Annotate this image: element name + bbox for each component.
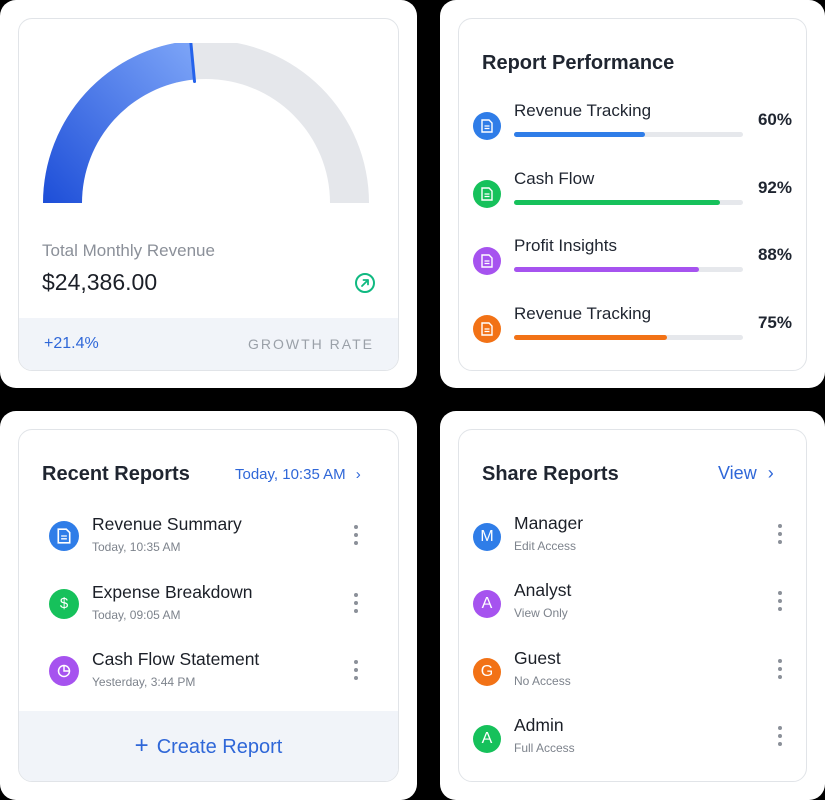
share-reports-card: Share Reports View › M Manager Edit Acce… <box>458 429 807 782</box>
share-user-item[interactable]: M Manager Edit Access <box>459 513 806 563</box>
gauge-fill <box>43 43 195 203</box>
performance-item-name: Cash Flow <box>514 169 595 188</box>
performance-progress-fill <box>514 267 700 272</box>
pie-chart-icon <box>49 656 79 686</box>
share-user-item[interactable]: A Analyst View Only <box>459 580 806 630</box>
performance-progress <box>514 335 743 340</box>
performance-item-percent: 92% <box>757 178 792 197</box>
avatar: A <box>473 725 501 753</box>
share-user-item[interactable]: A Admin Full Access <box>459 715 806 765</box>
performance-item-percent: 88% <box>757 245 792 264</box>
recent-report-item[interactable]: $ Expense Breakdown Today, 09:05 AM <box>19 582 398 632</box>
share-user-name: Manager <box>514 513 584 533</box>
revenue-value: $24,386.00 <box>42 269 158 295</box>
recent-reports-date-link[interactable]: Today, 10:35 AM › <box>235 466 361 483</box>
growth-rate-label: GROWTH RATE <box>248 336 374 352</box>
avatar: G <box>473 658 501 686</box>
document-icon <box>473 180 501 208</box>
share-user-access: Edit Access <box>514 539 577 553</box>
performance-progress <box>514 267 743 272</box>
share-user-name: Analyst <box>514 580 572 600</box>
performance-item-percent: 60% <box>757 110 792 129</box>
revenue-card: Total Monthly Revenue $24,386.00 +21.4% … <box>18 18 399 371</box>
create-report-button[interactable]: + Create Report <box>19 711 398 781</box>
share-user-item[interactable]: G Guest No Access <box>459 648 806 698</box>
performance-item-name: Revenue Tracking <box>514 101 652 120</box>
performance-item-name: Profit Insights <box>514 236 617 255</box>
performance-item[interactable]: Revenue Tracking 60% <box>459 101 806 151</box>
document-icon <box>473 315 501 343</box>
revenue-tile: Total Monthly Revenue $24,386.00 +21.4% … <box>0 0 417 388</box>
growth-footer: +21.4% GROWTH RATE <box>19 318 398 370</box>
chevron-right-icon: › <box>767 463 774 483</box>
avatar: M <box>473 523 501 551</box>
dollar-icon: $ <box>49 589 79 619</box>
recent-report-name: Cash Flow Statement <box>92 649 260 669</box>
more-options-icon[interactable] <box>778 659 782 679</box>
revenue-label: Total Monthly Revenue <box>42 241 215 260</box>
recent-report-name: Expense Breakdown <box>92 582 253 602</box>
share-user-name: Guest <box>514 648 561 668</box>
recent-report-time: Today, 09:05 AM <box>92 608 181 622</box>
create-report-label: Create Report <box>156 736 283 758</box>
recent-reports-card: Recent Reports Today, 10:35 AM › Revenue… <box>18 429 399 782</box>
create-report-footer: + Create Report <box>19 711 398 781</box>
recent-reports-tile: Recent Reports Today, 10:35 AM › Revenue… <box>0 411 417 800</box>
more-options-icon[interactable] <box>354 660 358 680</box>
avatar: A <box>473 590 501 618</box>
growth-rate-value: +21.4% <box>44 335 99 352</box>
share-view-link[interactable]: View › <box>718 463 774 484</box>
recent-report-name: Revenue Summary <box>92 514 242 534</box>
share-user-access: No Access <box>514 674 571 688</box>
performance-item[interactable]: Revenue Tracking 75% <box>459 304 806 354</box>
view-link-label: View <box>718 463 757 483</box>
performance-item-percent: 75% <box>757 313 792 332</box>
performance-item[interactable]: Profit Insights 88% <box>459 236 806 286</box>
performance-title: Report Performance <box>482 52 675 74</box>
chevron-right-icon: › <box>355 466 361 483</box>
recent-report-item[interactable]: Revenue Summary Today, 10:35 AM <box>19 514 398 564</box>
revenue-gauge <box>43 43 369 203</box>
share-user-access: Full Access <box>514 741 575 755</box>
share-reports-tile: Share Reports View › M Manager Edit Acce… <box>440 411 825 800</box>
recent-report-item[interactable]: Cash Flow Statement Yesterday, 3:44 PM <box>19 649 398 699</box>
more-options-icon[interactable] <box>354 525 358 545</box>
share-reports-title: Share Reports <box>482 463 619 485</box>
recent-report-time: Yesterday, 3:44 PM <box>92 675 196 689</box>
recent-reports-title: Recent Reports <box>42 463 190 485</box>
document-icon <box>473 247 501 275</box>
more-options-icon[interactable] <box>778 591 782 611</box>
more-options-icon[interactable] <box>778 524 782 544</box>
arrow-up-right-circle-icon[interactable] <box>355 273 375 293</box>
performance-progress-fill <box>514 132 645 137</box>
gauge-marker <box>189 43 197 84</box>
performance-progress <box>514 132 743 137</box>
share-user-access: View Only <box>514 606 568 620</box>
performance-progress <box>514 200 743 205</box>
performance-progress-fill <box>514 335 668 340</box>
date-link-label: Today, 10:35 AM <box>235 466 346 483</box>
plus-icon: + <box>134 732 149 759</box>
performance-card: Report Performance Revenue Tracking 60% … <box>458 18 807 371</box>
document-icon <box>473 112 501 140</box>
more-options-icon[interactable] <box>778 726 782 746</box>
performance-progress-fill <box>514 200 721 205</box>
share-user-name: Admin <box>514 715 564 735</box>
dollar-glyph: $ <box>59 595 69 612</box>
performance-item[interactable]: Cash Flow 92% <box>459 169 806 219</box>
performance-tile: Report Performance Revenue Tracking 60% … <box>440 0 825 388</box>
more-options-icon[interactable] <box>354 593 358 613</box>
performance-item-name: Revenue Tracking <box>514 304 652 323</box>
document-icon <box>49 521 79 551</box>
recent-report-time: Today, 10:35 AM <box>92 540 181 554</box>
